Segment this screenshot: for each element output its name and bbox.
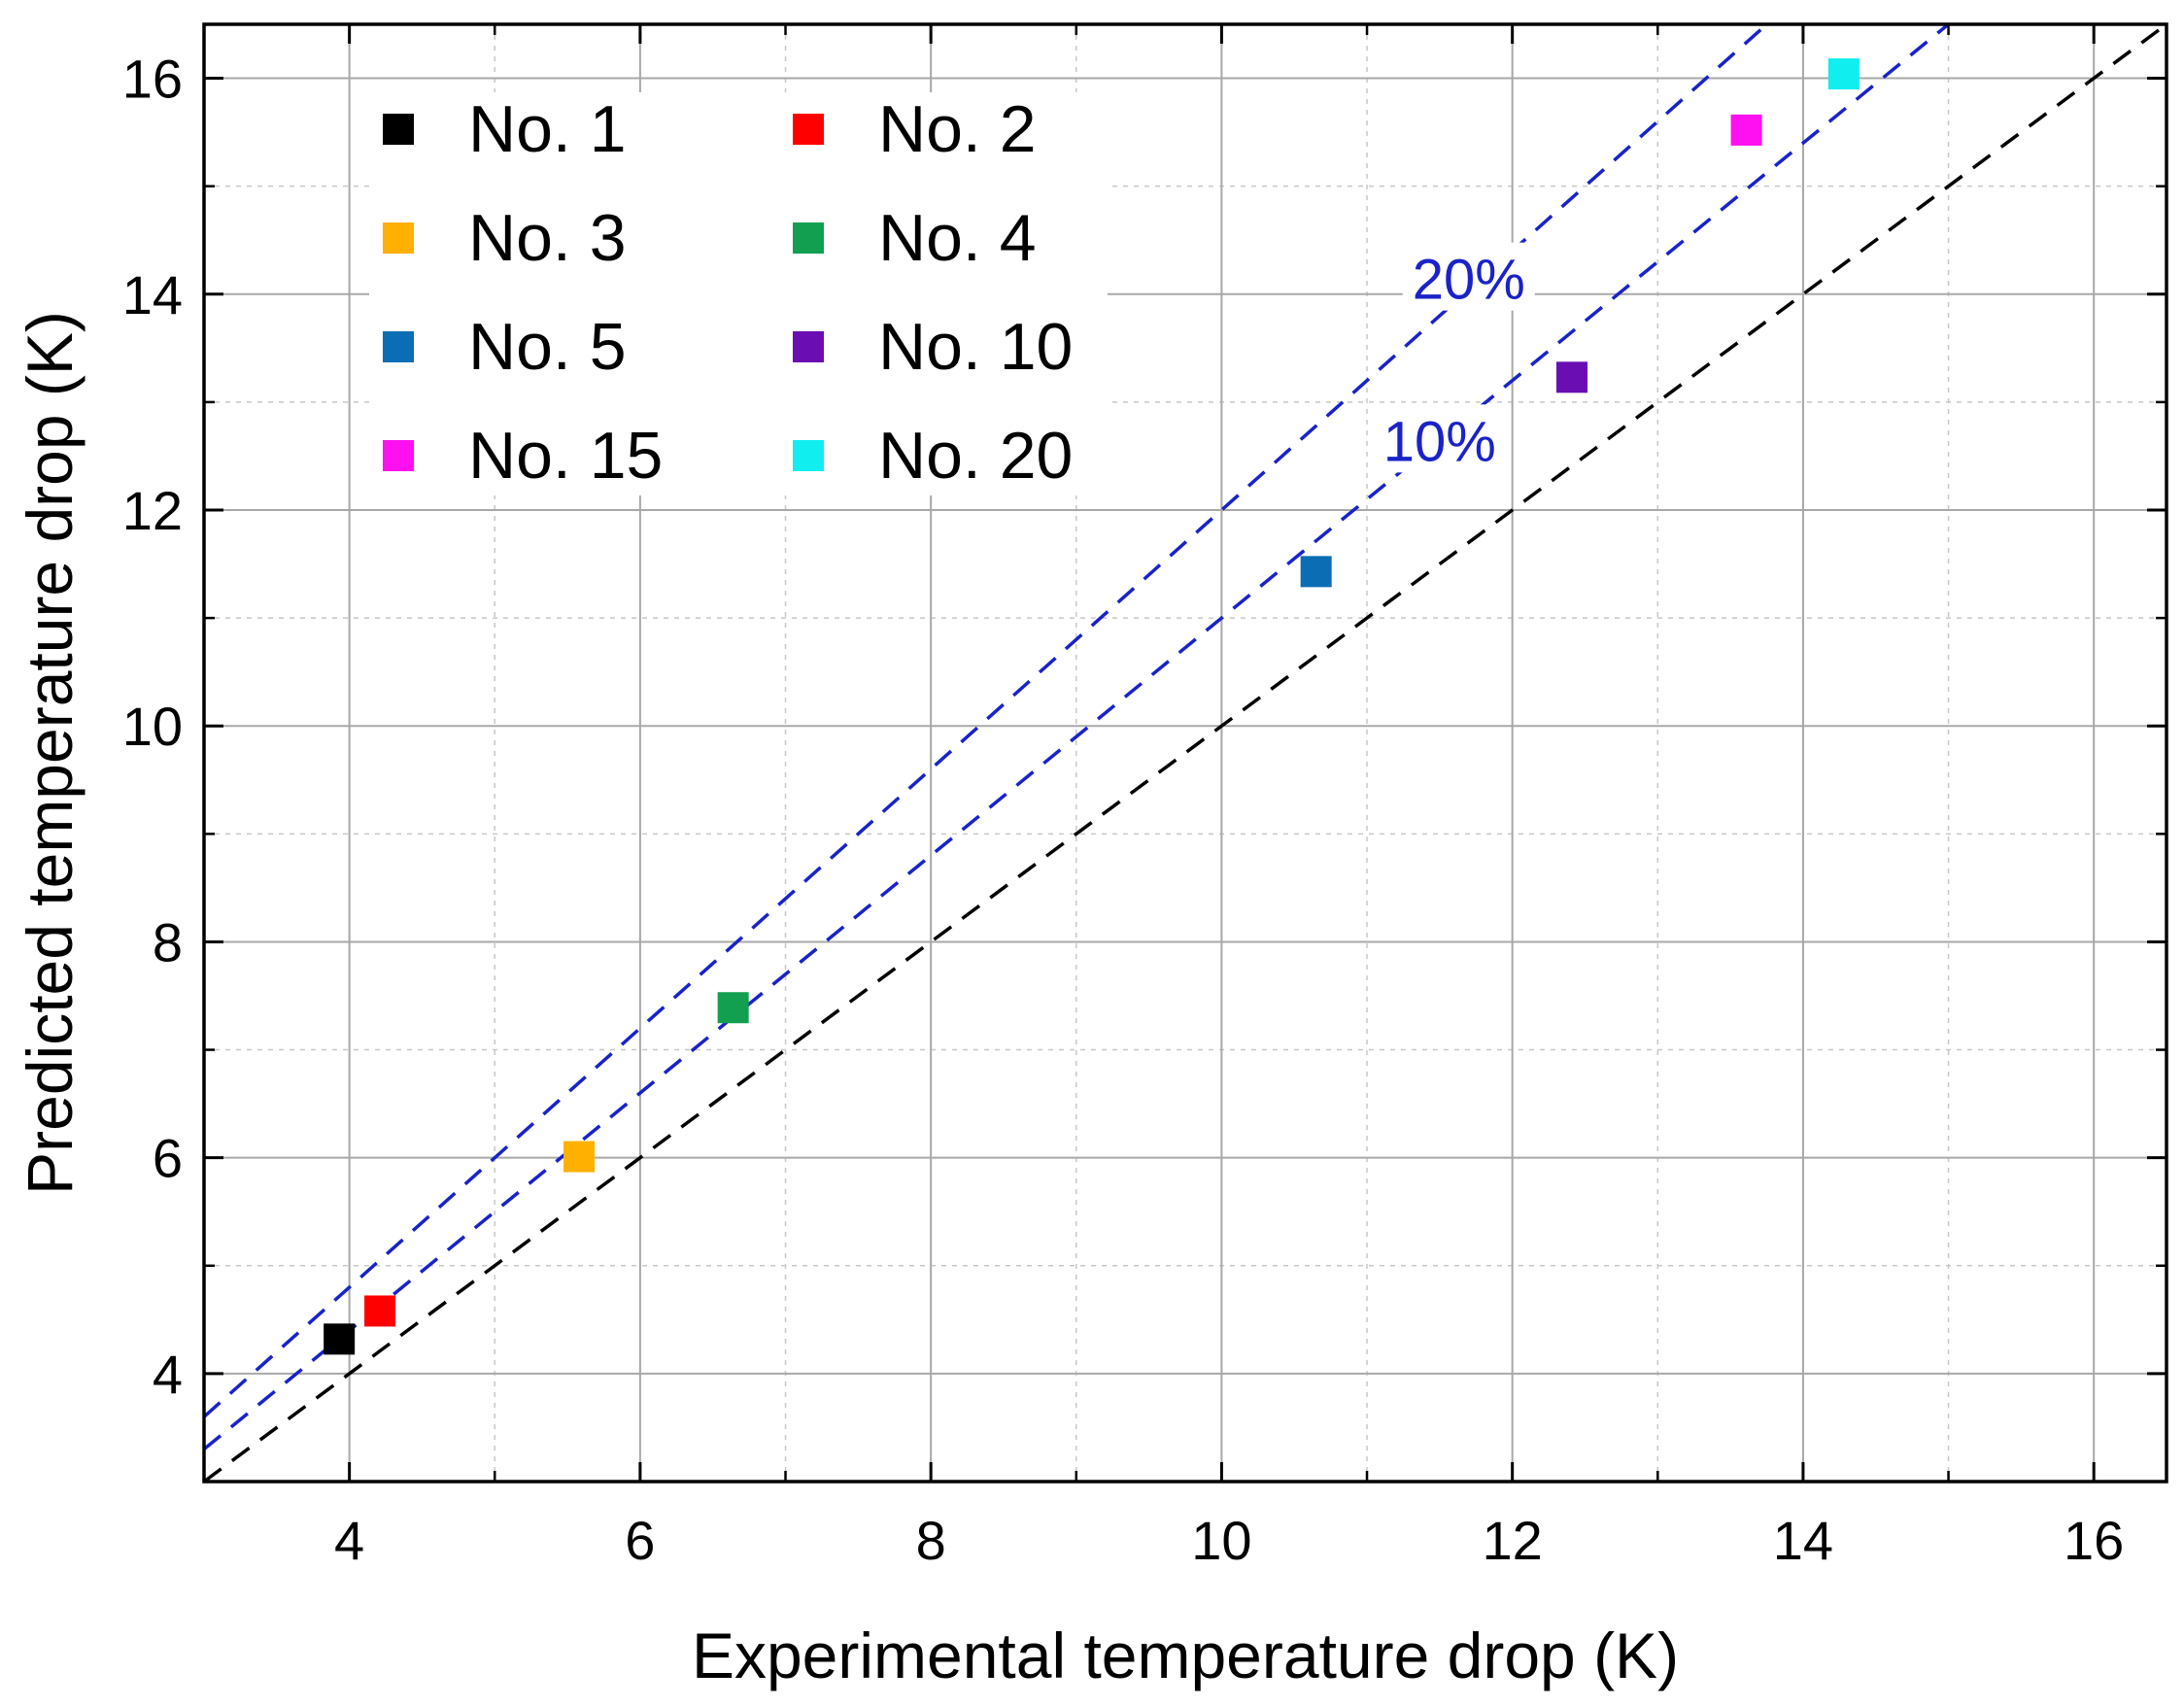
y-axis-label: Predicted temperature drop (K) xyxy=(14,311,85,1195)
y-tick-label: 10 xyxy=(122,696,183,757)
annotations: 20% 10% xyxy=(1373,242,1535,473)
annotation-label: 10% xyxy=(1383,410,1496,473)
x-tick-label: 14 xyxy=(1773,1510,1833,1571)
x-tick-label: 8 xyxy=(916,1510,946,1571)
x-tick-label: 6 xyxy=(625,1510,655,1571)
data-point-20 xyxy=(1827,58,1860,90)
legend-label: No. 1 xyxy=(468,92,627,166)
legend-background xyxy=(369,92,1108,495)
legend-label: No. 5 xyxy=(468,310,627,384)
major-grid xyxy=(204,24,2167,1482)
y-tick-label: 12 xyxy=(122,480,183,541)
reference-line-20pct xyxy=(204,24,1770,1418)
x-axis-label: Experimental temperature drop (K) xyxy=(692,1620,1679,1691)
annotation-label: 20% xyxy=(1413,249,1525,312)
plot-frame xyxy=(202,22,2168,1484)
data-point-10 xyxy=(1556,361,1588,393)
reference-line-parity xyxy=(204,24,2167,1482)
legend-label: No. 2 xyxy=(878,92,1037,166)
data-point-1 xyxy=(324,1323,356,1355)
reference-line-10pct xyxy=(204,24,1952,1451)
legend-label: No. 4 xyxy=(878,201,1037,275)
legend-marker xyxy=(793,222,824,254)
legend-marker xyxy=(383,222,414,254)
data-point-3 xyxy=(563,1141,596,1173)
legend-label: No. 3 xyxy=(468,201,627,275)
legend: No. 1 No. 2 No. 3 No. 4 No. 5 No. 10 No. 15 No.… xyxy=(369,92,1108,495)
x-tick-label: 12 xyxy=(1483,1510,1543,1571)
legend-marker xyxy=(383,440,414,471)
legend-marker xyxy=(383,331,414,362)
legend-label: No. 20 xyxy=(878,419,1073,493)
annotation-backdrop xyxy=(1402,242,1535,311)
data-point-2 xyxy=(364,1295,396,1327)
y-tick-label: 4 xyxy=(153,1344,183,1405)
data-point-4 xyxy=(717,992,749,1024)
y-tick-label: 16 xyxy=(122,49,183,110)
data-point-5 xyxy=(1300,556,1332,588)
x-tick-label: 16 xyxy=(2064,1510,2124,1571)
y-tick-label: 8 xyxy=(153,911,183,972)
tick-labels: 4 6 8 10 12 14 16 4 6 8 10 12 14 16 xyxy=(122,49,2125,1571)
reference-lines xyxy=(204,24,2167,1482)
legend-marker xyxy=(793,440,824,471)
y-tick-label: 6 xyxy=(153,1128,183,1189)
data-point-15 xyxy=(1730,114,1762,146)
y-tick-label: 14 xyxy=(122,264,183,325)
legend-marker xyxy=(383,114,414,145)
legend-marker xyxy=(793,114,824,145)
annotation-backdrop xyxy=(1373,404,1506,473)
x-tick-label: 10 xyxy=(1191,1510,1251,1571)
legend-label: No. 10 xyxy=(878,310,1073,384)
axis-ticks xyxy=(202,24,2167,1484)
legend-label: No. 15 xyxy=(468,419,663,493)
x-tick-label: 4 xyxy=(334,1510,364,1571)
data-points xyxy=(324,58,1860,1355)
legend-marker xyxy=(793,331,824,362)
